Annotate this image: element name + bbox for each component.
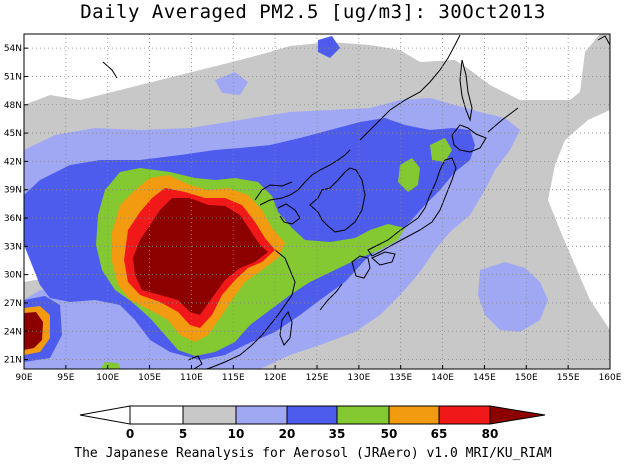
coastline-japan-shikoku [371,251,396,266]
coastline-baikal [102,61,118,79]
lon-tick-label: 90E [15,373,32,383]
lon-tick-label: 95E [57,373,74,383]
lat-tick-label: 30N [4,271,22,281]
coastline-taiwan [279,310,293,346]
level-35-50-north [398,158,420,192]
colorbar-label: 50 [381,427,398,441]
colorbar-bin [235,405,288,425]
level-20-35-east [225,125,400,188]
level-80-core [133,198,268,315]
colorbar-bin [182,405,237,425]
colorbar-arrow-high [489,405,546,425]
lon-tick-label: 145E [473,373,496,383]
colorbar-bin [438,405,491,425]
colorbar-label: 35 [329,427,346,441]
lon-tick-label: 140E [431,373,454,383]
coastlines [102,34,610,369]
lat-tick-label: 33N [4,242,22,252]
coastline-korea [309,167,366,233]
colorbar-bin [129,405,184,425]
colorbar-bin [388,405,440,425]
lon-tick-label: 105E [138,373,161,383]
lat-tick-label: 27N [4,299,22,309]
lat-tick-label: 24N [4,327,22,337]
colorbar-label: 5 [179,427,187,441]
lon-tick-label: 125E [306,373,329,383]
credit-line: The Japanese Reanalysis for Aerosol (JRA… [74,446,552,461]
coastline-japan-honshu [367,157,457,257]
colorbar-bin [336,405,390,425]
lat-tick-label: 42N [4,157,22,167]
gridlines [24,34,610,369]
concentration-field [24,34,610,369]
clean-area-north [24,34,600,105]
lat-tick-label: 21N [4,356,22,366]
coastline-bohai [254,181,293,201]
lon-tick-label: 135E [389,373,412,383]
lat-tick-label: 51N [4,72,22,82]
coastline-kamchatka-tip [597,35,610,46]
colorbar-label: 80 [482,427,499,441]
lat-tick-label: 36N [4,214,22,224]
lon-tick-label: 115E [222,373,245,383]
level-35-50-japan [430,138,452,162]
blob-northeast-blue [318,36,340,58]
lon-tick-label: 100E [96,373,119,383]
lon-tick-label: 110E [180,373,203,383]
latitude-labels: 54N 51N 48N 45N 42N 39N 36N 33N 30N 27N 24N 21N [4,44,28,366]
colorbar-bin [286,405,338,425]
map-title: Daily Averaged PM2.5 [ug/m3]: 30Oct2013 [80,1,546,23]
lon-tick-label: 130E [347,373,370,383]
coastline-hainan [187,355,203,369]
lat-tick-label: 39N [4,186,22,196]
coastline-china-north [259,149,351,206]
coastline-kurils [487,107,519,133]
colorbar-arrow-low [79,405,131,425]
hotspot-southwest-core [24,312,43,350]
coastline-china-east [204,249,296,369]
lon-tick-label: 160E [599,373,622,383]
lon-tick-label: 150E [515,373,538,383]
hotspot-south-green [100,362,121,369]
lat-tick-label: 48N [4,101,22,111]
lat-tick-label: 45N [4,129,22,139]
clean-area-east [548,110,610,330]
longitude-labels: 90E 95E 100E 105E 110E 115E 120E 125E 130E 135E 14… [15,365,622,383]
colorbar-label: 65 [431,427,448,441]
lon-tick-label: 120E [264,373,287,383]
lat-tick-label: 54N [4,44,22,54]
colorbar: 0 5 10 20 35 50 65 80 [79,405,546,441]
blob-north-blue [215,72,248,95]
coastline-ryukyu [319,283,343,311]
coastline-russia-east [359,34,461,141]
level-10-20-scatter [478,262,548,332]
colorbar-label: 0 [126,427,134,441]
coastline-sakhalin [459,59,473,122]
lon-tick-label: 155E [557,373,580,383]
coastline-japan-hokkaido [451,124,487,153]
coastline-japan-kyushu [351,255,371,279]
colorbar-label: 20 [279,427,296,441]
colorbar-label: 10 [228,427,245,441]
